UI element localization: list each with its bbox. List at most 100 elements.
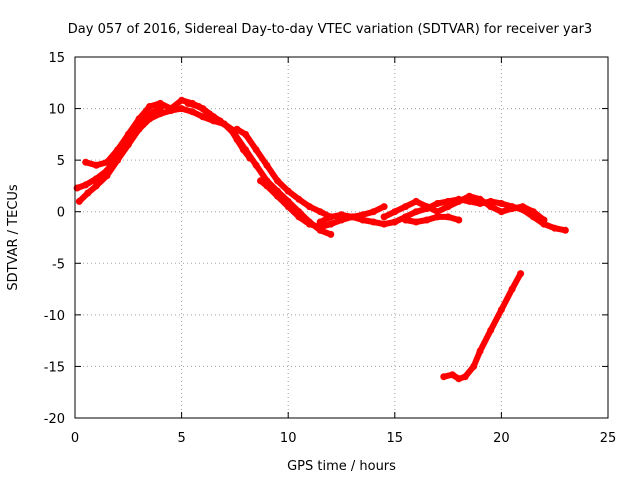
data-point [295,195,303,203]
data-point [519,203,527,211]
data-point [412,208,420,216]
data-point [242,130,250,138]
data-point [216,117,224,125]
data-point [252,146,260,154]
data-point [327,220,335,228]
data-point [561,226,569,234]
data-point [257,177,264,185]
data-point [412,197,420,205]
data-point [233,136,241,143]
data-point [156,99,164,107]
data-point [402,216,409,224]
x-tick-label: 25 [600,431,617,446]
y-tick-label: 0 [57,206,65,221]
data-point [444,203,452,211]
x-tick-label: 5 [177,431,185,446]
data-point [517,270,525,278]
x-tick-labels: 0 5 10 15 20 25 [71,431,616,446]
series-line-track-h [381,193,547,223]
data-point [433,208,441,216]
data-point [306,203,313,211]
data-point [84,189,92,197]
data-point [295,213,303,221]
data-point [252,161,260,169]
series-line-track-j [440,270,524,382]
data-point [327,230,335,238]
data-point [92,175,100,183]
data-point [205,110,213,118]
y-tick-labels: -20 -15 -10 -5 0 5 10 15 [44,51,65,427]
y-tick-label: 5 [57,154,65,169]
y-axis-label: SDTVAR / TECUs [6,184,21,291]
data-point [391,208,399,216]
data-point [370,208,377,216]
series-line-track-e [234,126,334,220]
data-point [455,216,463,224]
data-point [103,167,111,174]
data-point [380,220,388,228]
x-tick-label: 15 [387,431,404,446]
data-point [487,326,495,334]
data-point [124,136,132,143]
y-tick-label: 10 [48,103,65,118]
chart-title: Day 057 of 2016, Sidereal Day-to-day VTE… [68,22,592,37]
data-point [540,216,548,224]
y-tick-label: 15 [48,51,65,66]
data-point [338,216,345,224]
data-point [508,205,516,213]
x-tick-label: 10 [280,431,297,446]
plot-frame [74,56,609,419]
data-point [487,203,495,211]
data-point [327,213,335,221]
data-point [92,182,100,190]
data-point [135,120,143,128]
data-point [497,306,505,314]
data-point [188,108,196,116]
data-point [92,161,100,169]
data-point [274,177,281,185]
data-point [433,213,441,221]
data-point [82,158,90,166]
data-point [114,151,122,159]
x-tick-label: 20 [493,431,510,446]
series-line-track-a [76,105,334,238]
data-point [470,362,478,370]
data-point [412,218,420,226]
y-tick-label: -10 [44,309,65,324]
data-point [455,375,463,383]
data-point [246,154,254,162]
data-point [263,182,271,190]
data-point [167,105,175,113]
data-point [380,203,388,211]
data-point [497,200,505,207]
y-tick-label: -20 [44,412,65,427]
data-point [359,216,367,224]
y-tick-label: -15 [44,360,65,375]
data-point [455,197,463,205]
data-point [284,187,292,195]
data-point [423,216,431,224]
y-tick-label: -5 [52,257,65,272]
data-point [461,373,469,381]
data-point [184,99,192,107]
data-point [316,208,324,216]
x-tick-label: 0 [71,431,79,446]
data-point [82,181,90,189]
data-point [508,285,516,293]
data-point [316,223,324,231]
data-point [348,213,356,221]
data-point [370,218,377,226]
data-point [444,213,452,221]
data-point [465,192,473,200]
data-point [75,197,83,205]
data-point [227,125,235,133]
series-group [73,96,569,383]
data-point [178,105,186,113]
data-point [156,105,164,113]
data-point [497,208,505,216]
ticks [74,56,609,419]
data-point [338,211,345,219]
data-point [423,203,431,211]
data-point [233,125,241,133]
